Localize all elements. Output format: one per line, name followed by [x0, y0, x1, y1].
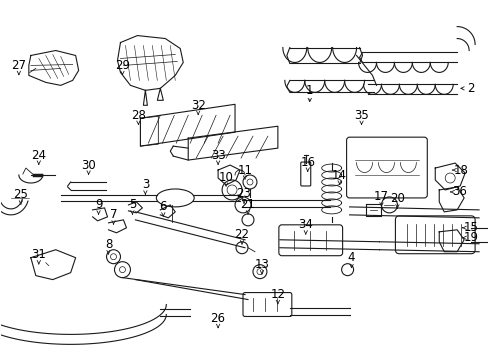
Text: 34: 34 [298, 218, 312, 231]
Text: 5: 5 [128, 198, 136, 211]
Text: 15: 15 [463, 221, 478, 234]
Text: 28: 28 [131, 109, 145, 122]
Text: 26: 26 [210, 312, 225, 325]
Text: 20: 20 [389, 193, 404, 206]
Text: 6: 6 [159, 201, 167, 213]
Text: 31: 31 [31, 248, 46, 261]
Text: 27: 27 [11, 59, 26, 72]
Text: 24: 24 [31, 149, 46, 162]
Text: 29: 29 [115, 59, 130, 72]
Text: 22: 22 [234, 228, 249, 241]
Text: 36: 36 [451, 185, 466, 198]
Text: 18: 18 [453, 163, 468, 176]
Text: 21: 21 [240, 198, 255, 211]
Text: 35: 35 [353, 109, 368, 122]
Text: 2: 2 [467, 82, 474, 95]
Text: 4: 4 [347, 251, 355, 264]
Text: 3: 3 [142, 179, 149, 192]
Text: 19: 19 [463, 231, 478, 244]
Text: 33: 33 [210, 149, 225, 162]
Text: 14: 14 [331, 168, 346, 181]
Text: 13: 13 [254, 258, 269, 271]
Text: 8: 8 [104, 238, 112, 251]
Text: 30: 30 [81, 158, 96, 172]
Text: 7: 7 [109, 208, 117, 221]
Text: 9: 9 [95, 198, 102, 211]
Text: 23: 23 [236, 188, 251, 201]
Text: 17: 17 [373, 190, 388, 203]
Text: 12: 12 [270, 288, 285, 301]
Text: 16: 16 [300, 156, 315, 168]
Text: 25: 25 [13, 188, 28, 202]
Text: 1: 1 [305, 84, 313, 97]
Text: 10: 10 [218, 171, 233, 184]
Text: 11: 11 [237, 163, 252, 176]
Text: 32: 32 [190, 99, 205, 112]
